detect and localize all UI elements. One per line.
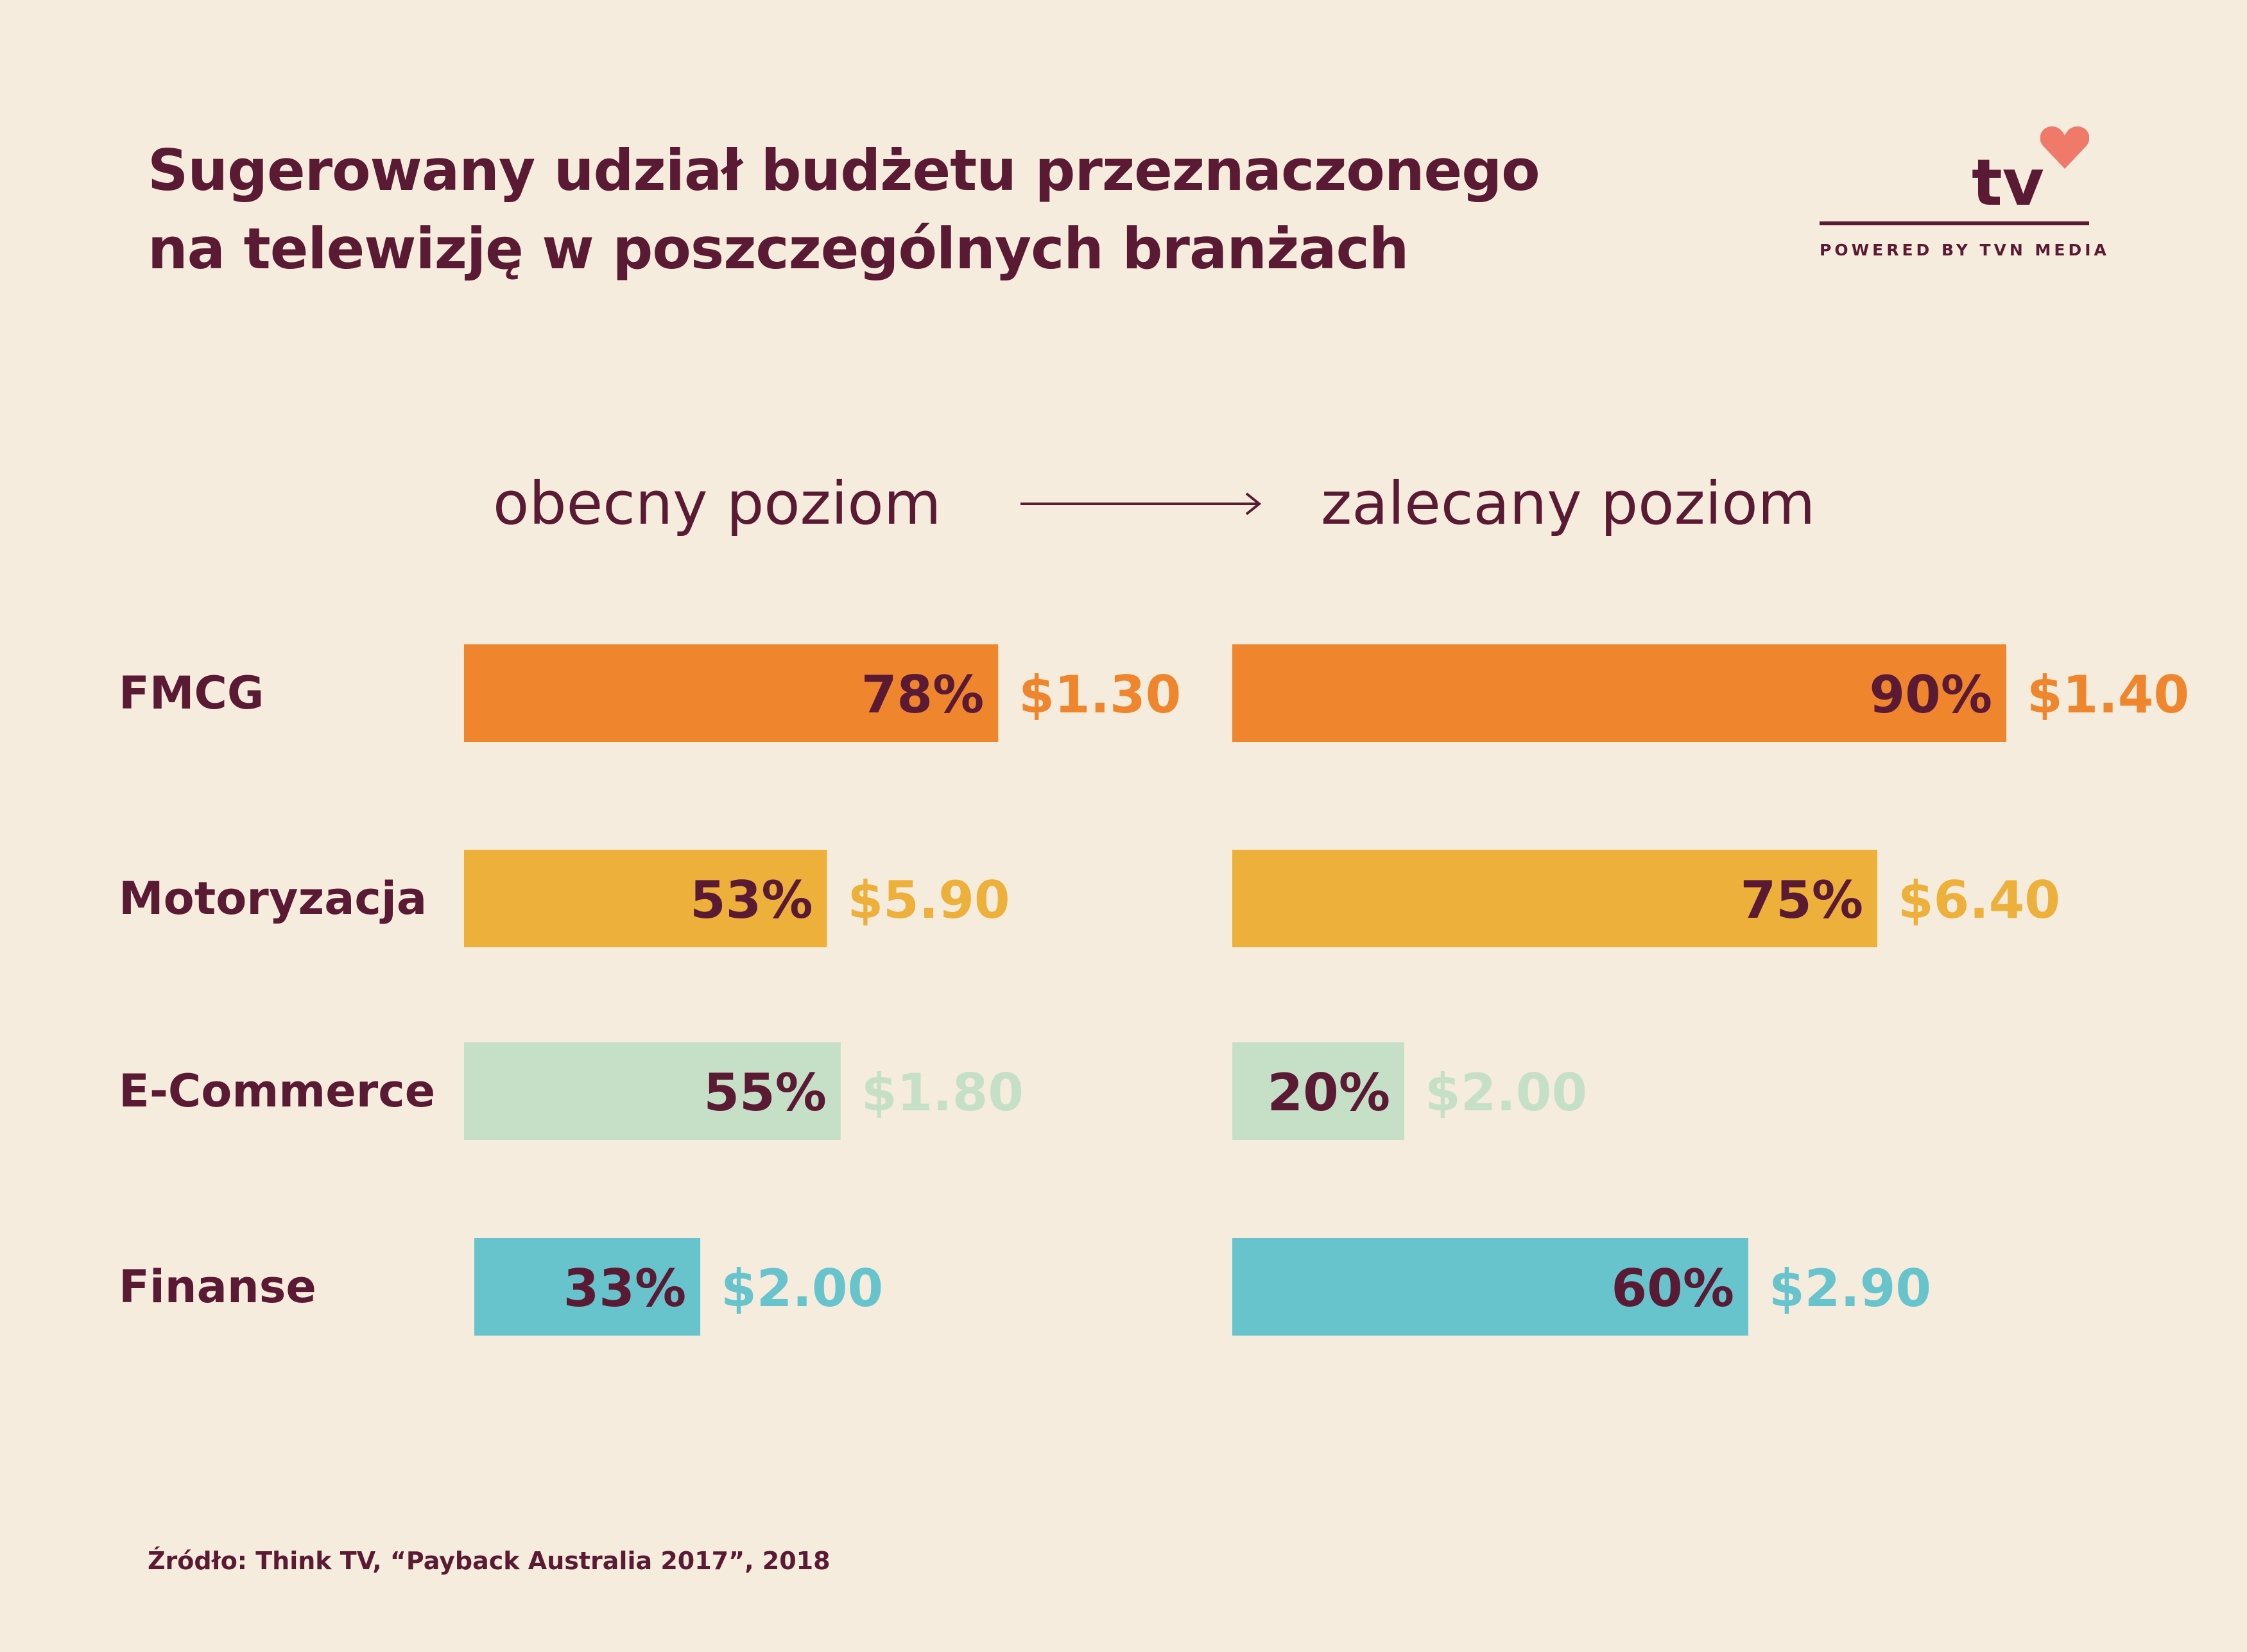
logo-tagline: POWERED BY TVN MEDIA (1820, 241, 2110, 259)
category-label: FMCG (119, 667, 264, 719)
recommended-level-header: zalecany poziom (1321, 469, 1816, 538)
heart-icon (2040, 126, 2089, 169)
bar (474, 1238, 701, 1336)
bar-value-label: 90% (1870, 665, 1992, 725)
bar-value-label: 60% (1612, 1259, 1734, 1318)
bar (1232, 1042, 1404, 1140)
bar-value-label: 53% (690, 870, 813, 930)
bar-side-label: $1.30 (1019, 665, 1181, 725)
brand-logo: tv POWERED BY TVN MEDIA (1820, 125, 2110, 273)
bar (1232, 1238, 1748, 1336)
category-label: E-Commerce (119, 1065, 435, 1117)
title-line-2: na telewizję w poszczególnych branżach (148, 216, 1409, 282)
bar-value-label: 55% (703, 1063, 826, 1123)
chart-title: Sugerowany udział budżetu przeznaczonego… (148, 132, 1688, 288)
logo-divider (1820, 221, 2089, 225)
source-note: Źródło: Think TV, “Payback Australia 201… (148, 1547, 831, 1575)
bar-value-label: 20% (1268, 1063, 1390, 1123)
current-level-header: obecny poziom (493, 469, 942, 538)
bar-side-label: $2.90 (1769, 1259, 1931, 1318)
bar-side-label: $1.40 (2027, 665, 2189, 725)
arrow-right-icon (1020, 492, 1262, 515)
bar (464, 1042, 841, 1140)
category-label: Finanse (119, 1261, 316, 1313)
bar-value-label: 33% (564, 1259, 686, 1318)
bar-value-label: 78% (861, 665, 984, 725)
bar-side-label: $5.90 (848, 870, 1010, 930)
bar-value-label: 75% (1741, 870, 1863, 930)
bar-chart: FMCG Motoryzacja E-Commerce Finanse 78% $1.30… (119, 644, 2189, 1336)
bar-side-label: $2.00 (721, 1259, 883, 1318)
bar (464, 644, 999, 742)
bar-side-label: $6.40 (1898, 870, 2060, 930)
category-label: Motoryzacja (119, 872, 427, 925)
logo-wordmark: tv (1972, 145, 2044, 220)
bar (464, 850, 827, 947)
bar (1232, 644, 2006, 742)
bar-side-label: $1.80 (861, 1063, 1024, 1123)
bar-side-label: $2.00 (1425, 1063, 1587, 1123)
title-line-1: Sugerowany udział budżetu przeznaczonego (148, 137, 1540, 203)
bar (1232, 850, 1877, 947)
